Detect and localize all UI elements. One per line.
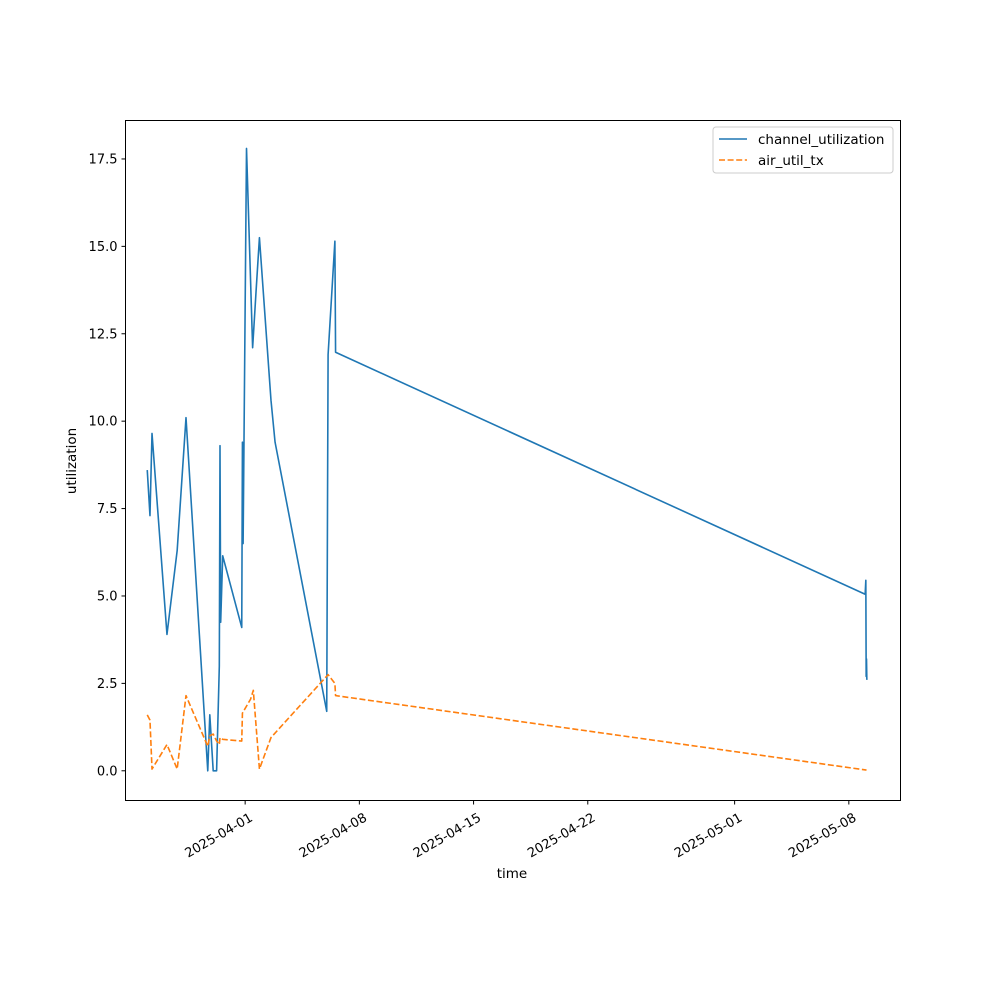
x-tick-label-0: 2025-04-01 bbox=[183, 811, 256, 862]
y-tick-label-7: 17.5 bbox=[89, 152, 118, 167]
series-line-1 bbox=[146, 673, 867, 771]
x-tick-label-4: 2025-05-01 bbox=[672, 811, 745, 862]
x-tick-label-5: 2025-05-08 bbox=[786, 811, 859, 862]
legend-label-0: channel_utilization bbox=[758, 132, 885, 148]
y-tick-label-5: 12.5 bbox=[89, 327, 118, 342]
y-axis-label: utilization bbox=[64, 428, 80, 494]
x-axis-label: time bbox=[497, 866, 528, 882]
y-tick-label-0: 0.0 bbox=[97, 764, 118, 779]
y-axis: 0.0 2.5 5.0 7.5 10.0 12.5 15.0 17.5 bbox=[89, 152, 126, 779]
legend-box bbox=[712, 126, 894, 174]
plot-lines bbox=[146, 147, 868, 772]
y-tick-label-4: 10.0 bbox=[89, 415, 118, 430]
y-tick-label-6: 15.0 bbox=[89, 240, 118, 255]
x-tick-label-1: 2025-04-08 bbox=[297, 811, 370, 862]
y-tick-label-1: 2.5 bbox=[97, 677, 118, 692]
x-tick-label-2: 2025-04-15 bbox=[411, 811, 484, 862]
legend: channel_utilization air_util_tx bbox=[712, 126, 894, 174]
x-tick-label-3: 2025-04-22 bbox=[525, 811, 598, 862]
legend-label-1: air_util_tx bbox=[758, 153, 824, 169]
plot-frame bbox=[125, 120, 901, 801]
x-axis: 2025-04-01 2025-04-08 2025-04-15 2025-04-22… bbox=[183, 800, 859, 862]
y-tick-label-3: 7.5 bbox=[97, 502, 118, 517]
y-tick-label-2: 5.0 bbox=[97, 589, 118, 604]
series-line-0 bbox=[146, 147, 868, 772]
